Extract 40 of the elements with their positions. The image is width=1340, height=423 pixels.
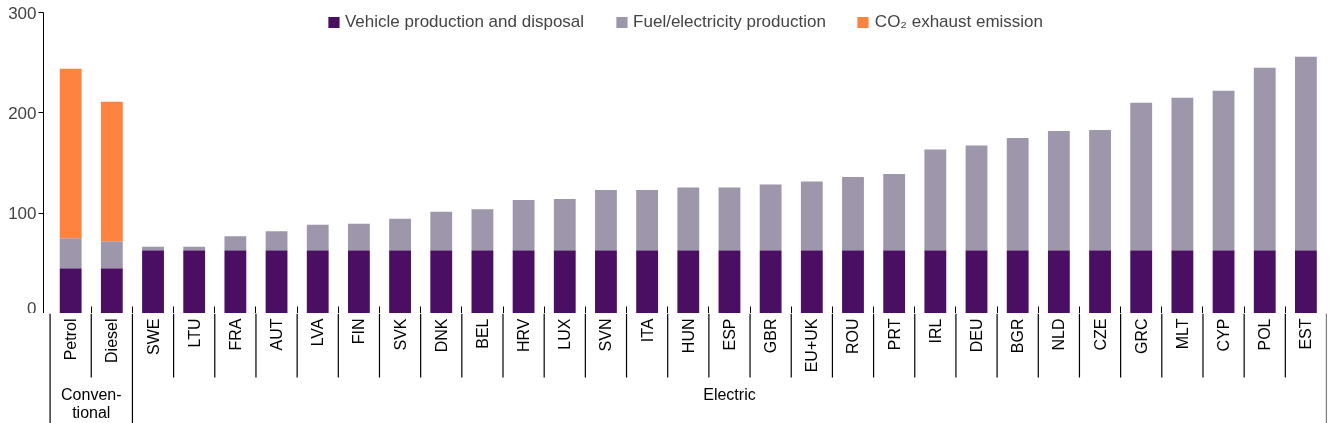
x-tick-label: FIN (350, 318, 368, 345)
y-tick-label: 0 (27, 298, 37, 318)
x-tick-label: HRV (515, 318, 533, 352)
x-tick-label: BGR (1009, 318, 1027, 354)
x-tick-label: HUN (679, 318, 697, 354)
x-tick-label: LTU (185, 318, 203, 348)
legend-label: CO₂ exhaust emission (874, 12, 1044, 32)
x-tick-label: SWE (144, 318, 162, 355)
x-tick-label: ESP (720, 318, 738, 351)
x-tick-label: POL (1256, 318, 1274, 351)
y-tick-label: 300 (8, 3, 37, 23)
x-tick-label: GRC (1132, 318, 1150, 355)
x-tick-label: EST (1297, 318, 1315, 350)
x-tick-label: SVK (391, 318, 409, 351)
legend-label: Vehicle production and disposal (344, 12, 585, 32)
x-tick-label: FRA (226, 318, 244, 351)
x-tick-label: LVA (309, 318, 327, 347)
x-tick-label: DNK (432, 318, 450, 353)
x-tick-label: CZE (1091, 318, 1109, 351)
x-tick-label: ROU (844, 318, 862, 355)
y-tick-label: 100 (8, 204, 37, 224)
x-tick-label: GBR (762, 318, 780, 354)
x-tick-label: SVN (597, 318, 615, 352)
y-tick-label: 200 (8, 103, 37, 123)
text: Electric (703, 385, 756, 403)
x-tick-label: PRT (885, 318, 903, 351)
x-tick-label: BEL (473, 318, 491, 349)
x-tick-label: DEU (968, 318, 986, 353)
x-tick-label: IRL (926, 318, 944, 344)
x-tick-label: ITA (638, 318, 656, 343)
x-tick-label: NLD (1050, 318, 1068, 351)
x-tick-label: EU+UK (803, 318, 821, 373)
text: Conven- tional (61, 385, 122, 422)
x-tick-label: LUX (556, 318, 574, 350)
x-tick-label: CYP (1215, 318, 1233, 352)
x-tick-label: Diesel (103, 318, 121, 363)
x-tick-label: AUT (268, 318, 286, 351)
legend-label: Fuel/electricity production (633, 12, 826, 32)
x-tick-label: Petrol (62, 318, 80, 361)
x-tick-label: MLT (1173, 318, 1191, 350)
